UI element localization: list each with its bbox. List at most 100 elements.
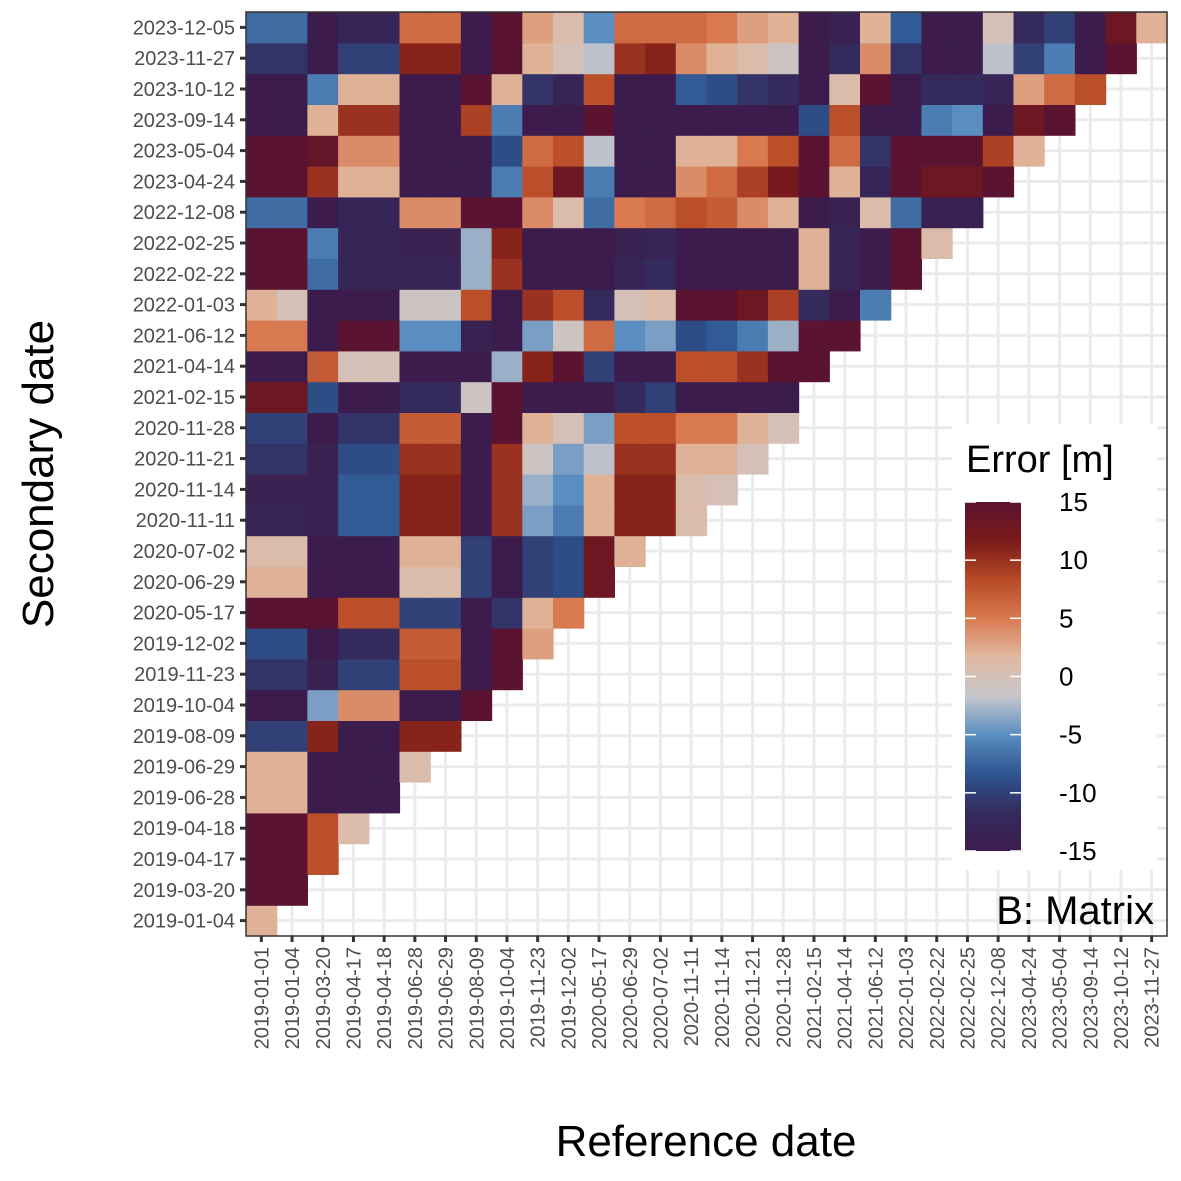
heatmap-cell bbox=[1074, 42, 1107, 75]
y-tick-label: 2023-09-14 bbox=[133, 110, 235, 132]
heatmap-cell bbox=[307, 474, 339, 506]
heatmap-cell bbox=[890, 196, 922, 229]
heatmap-cell bbox=[430, 73, 462, 105]
heatmap-cell bbox=[307, 104, 339, 136]
heatmap-cell bbox=[430, 658, 462, 691]
heatmap-cell bbox=[553, 412, 585, 444]
heatmap-cell bbox=[522, 504, 554, 537]
heatmap-cell bbox=[399, 320, 431, 352]
heatmap-cell bbox=[276, 843, 308, 875]
heatmap-cell bbox=[706, 73, 738, 105]
heatmap-cell bbox=[399, 381, 431, 413]
legend-tick-label: -15 bbox=[1059, 836, 1097, 866]
x-tick-label: 2019-10-04 bbox=[497, 947, 519, 1049]
heatmap-cell bbox=[399, 658, 431, 691]
heatmap-cell bbox=[982, 135, 1015, 167]
x-tick-label: 2019-06-28 bbox=[405, 947, 427, 1049]
heatmap-cell bbox=[246, 42, 278, 75]
heatmap-cell bbox=[614, 350, 646, 383]
heatmap-cell bbox=[460, 504, 493, 537]
heatmap-cell bbox=[890, 135, 922, 167]
heatmap-cell bbox=[491, 227, 523, 259]
heatmap-cell bbox=[860, 135, 892, 167]
heatmap-cell bbox=[614, 412, 646, 444]
heatmap-cell bbox=[706, 135, 738, 167]
heatmap-cell bbox=[246, 412, 278, 444]
heatmap-cell bbox=[798, 227, 830, 259]
heatmap-cell bbox=[737, 166, 769, 198]
heatmap-cell bbox=[583, 443, 615, 475]
heatmap-cell bbox=[614, 135, 646, 167]
heatmap-cell bbox=[460, 166, 493, 198]
heatmap-cell bbox=[246, 12, 278, 44]
heatmap-cell bbox=[675, 12, 708, 44]
heatmap-cell bbox=[491, 289, 523, 321]
heatmap-cell bbox=[860, 258, 892, 290]
heatmap-cell bbox=[491, 443, 523, 475]
heatmap-cell bbox=[307, 227, 339, 259]
legend-ticks: 15 10 5 0 -5 -10 -15 bbox=[965, 487, 1097, 866]
y-tick-label: 2022-02-22 bbox=[133, 264, 235, 286]
heatmap-cell bbox=[706, 412, 738, 444]
heatmap-cell bbox=[952, 42, 984, 75]
heatmap-cell bbox=[460, 689, 493, 721]
heatmap-cell bbox=[276, 320, 308, 352]
heatmap-cell bbox=[675, 196, 708, 229]
x-tick-label: 2019-08-09 bbox=[466, 947, 488, 1049]
heatmap-cell bbox=[829, 289, 861, 321]
heatmap-cell bbox=[860, 104, 892, 136]
heatmap-cell bbox=[706, 474, 738, 506]
heatmap-cell bbox=[583, 350, 615, 383]
heatmap-cell bbox=[553, 42, 585, 75]
y-tick-label: 2020-11-21 bbox=[134, 449, 235, 471]
heatmap-cell bbox=[1136, 12, 1168, 44]
heatmap-cell bbox=[460, 350, 493, 383]
heatmap-cell bbox=[399, 350, 431, 383]
y-tick-label: 2019-03-20 bbox=[133, 880, 235, 902]
heatmap-cell bbox=[368, 42, 401, 75]
heatmap-cell bbox=[614, 227, 646, 259]
heatmap-cell bbox=[307, 350, 339, 383]
legend-tick-label: 15 bbox=[1059, 487, 1088, 517]
heatmap-cell bbox=[645, 166, 677, 198]
heatmap-cell bbox=[338, 566, 370, 598]
heatmap-cell bbox=[491, 474, 523, 506]
heatmap-cell bbox=[614, 504, 646, 537]
heatmap-cell bbox=[338, 381, 370, 413]
heatmap-cell bbox=[460, 597, 493, 629]
heatmap-cell bbox=[460, 42, 493, 75]
heatmap-cell bbox=[399, 535, 431, 567]
heatmap-cell bbox=[737, 412, 769, 444]
heatmap-cell bbox=[737, 196, 769, 229]
heatmap-cell bbox=[583, 104, 615, 136]
y-tick-label: 2023-12-05 bbox=[133, 17, 235, 39]
heatmap-cell bbox=[276, 350, 308, 383]
heatmap-cell bbox=[368, 689, 401, 721]
heatmap-cell bbox=[522, 73, 554, 105]
heatmap-cell bbox=[583, 135, 615, 167]
heatmap-cell bbox=[798, 104, 830, 136]
heatmap-cell bbox=[399, 42, 431, 75]
heatmap-cell bbox=[737, 42, 769, 75]
heatmap-cell bbox=[522, 535, 554, 567]
heatmap-cell bbox=[307, 782, 339, 814]
heatmap-cell bbox=[246, 782, 278, 814]
x-tick-label: 2019-11-23 bbox=[528, 947, 550, 1048]
heatmap-cell bbox=[246, 751, 278, 783]
heatmap-cell bbox=[767, 73, 800, 105]
heatmap-cell bbox=[430, 381, 462, 413]
x-tick-label: 2020-06-29 bbox=[620, 947, 642, 1049]
heatmap-cell bbox=[460, 227, 493, 259]
legend-tick-label: 5 bbox=[1059, 603, 1073, 633]
heatmap-cell bbox=[276, 443, 308, 475]
heatmap-cell bbox=[276, 381, 308, 413]
heatmap-cell bbox=[829, 196, 861, 229]
heatmap-cell bbox=[276, 689, 308, 721]
heatmap-cell bbox=[860, 42, 892, 75]
x-tick-label: 2019-01-04 bbox=[282, 947, 304, 1049]
heatmap-cell bbox=[338, 535, 370, 567]
heatmap-cell bbox=[737, 350, 769, 383]
heatmap-cell bbox=[522, 227, 554, 259]
heatmap-cell bbox=[491, 104, 523, 136]
heatmap-cell bbox=[553, 320, 585, 352]
